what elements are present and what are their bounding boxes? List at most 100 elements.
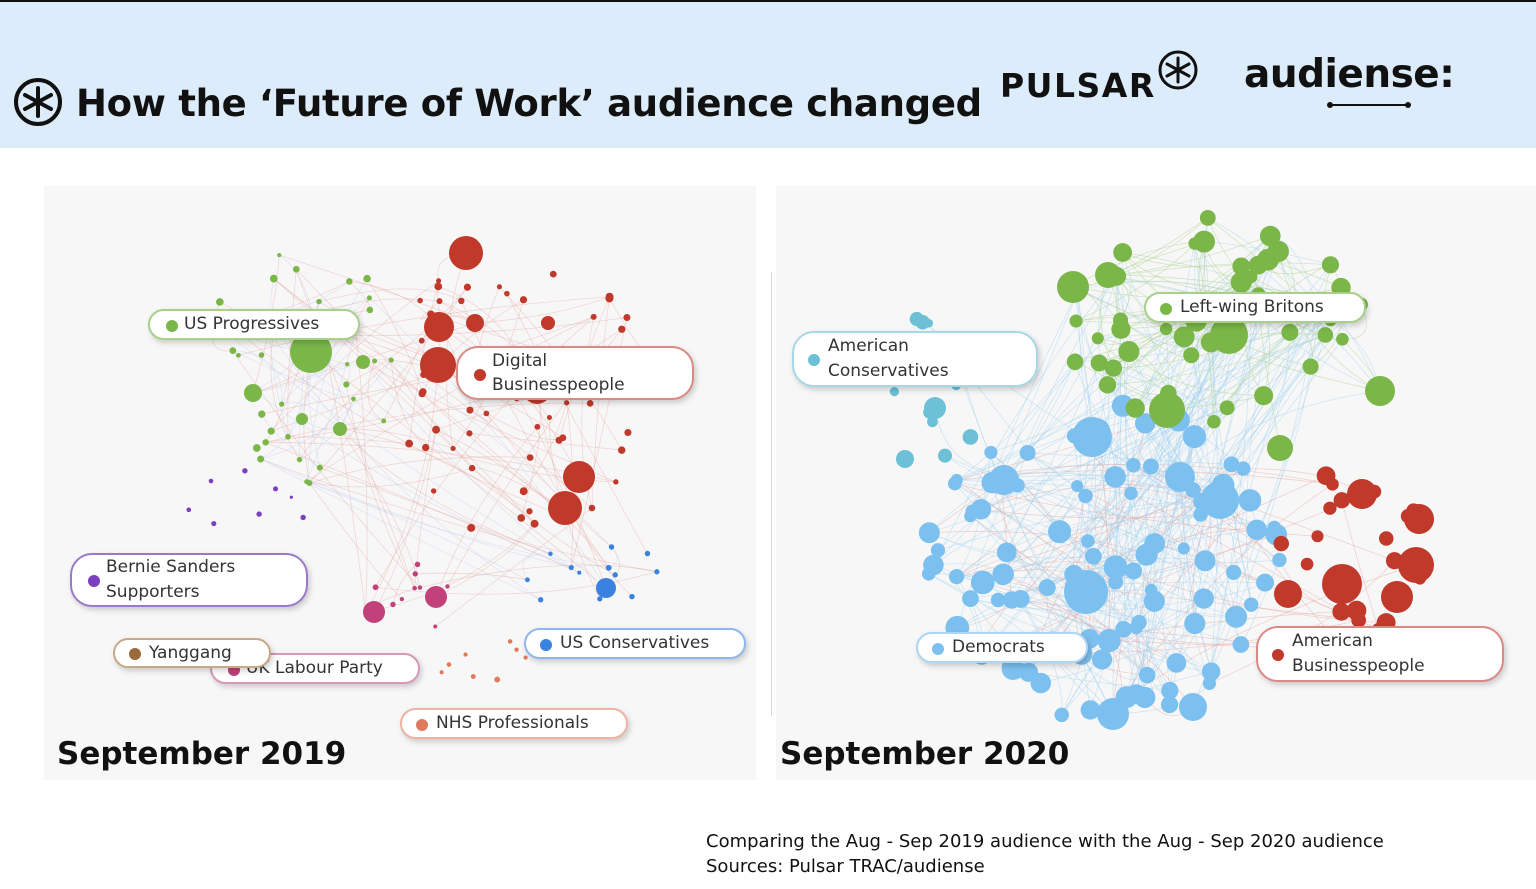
- node-uk-labour-party: [399, 597, 405, 602]
- node-democrats: [989, 465, 1019, 495]
- node-left-wing-britons: [1302, 358, 1319, 375]
- network-edge: [261, 413, 321, 468]
- network-edge: [270, 280, 439, 432]
- legend-dot: [474, 369, 486, 381]
- node-left-wing-britons: [1254, 386, 1274, 406]
- node-us-conservatives: [538, 597, 544, 603]
- network-edge: [265, 402, 591, 443]
- label-democrats[interactable]: Democrats: [916, 632, 1088, 663]
- network-edge: [1017, 361, 1076, 486]
- pulsar-logo-icon: [1158, 50, 1198, 90]
- node-digital-businesspeople: [588, 504, 596, 512]
- node-digital-businesspeople: [466, 430, 473, 437]
- network-edge: [980, 508, 1201, 519]
- network-edge: [1075, 243, 1195, 322]
- node-democrats: [1072, 417, 1112, 457]
- network-edge: [1072, 286, 1264, 397]
- node-left-wing-britons: [1199, 210, 1216, 226]
- node-uk-labour-party: [417, 585, 423, 590]
- legend-dot: [416, 719, 428, 731]
- network-edge: [281, 401, 341, 430]
- node-democrats: [1256, 573, 1274, 592]
- label-digital-businesspeople[interactable]: Digital Businesspeople: [456, 346, 694, 400]
- network-edge: [1194, 436, 1238, 617]
- label-left-wing-britons[interactable]: Left-wing Britons: [1144, 292, 1366, 323]
- node-digital-businesspeople: [466, 406, 474, 414]
- audiense-logo: audiense:: [1244, 52, 1455, 97]
- node-digital-businesspeople: [541, 316, 555, 330]
- node-digital-businesspeople: [496, 284, 503, 290]
- network-edge: [445, 252, 467, 449]
- network-edge: [223, 320, 553, 513]
- network-edge: [306, 316, 594, 483]
- node-left-wing-britons: [1091, 332, 1104, 345]
- node-democrats: [948, 569, 965, 585]
- legend-dot: [1272, 649, 1284, 661]
- label-american-businesspeople[interactable]: American Businesspeople: [1256, 626, 1504, 682]
- network-edge: [486, 413, 612, 548]
- node-us-progressives: [346, 278, 353, 285]
- network-edge: [339, 428, 454, 449]
- network-edge: [383, 340, 423, 422]
- network-edge: [1231, 334, 1326, 465]
- node-democrats: [1124, 486, 1138, 501]
- network-edge: [957, 589, 1152, 629]
- network-edge: [1006, 362, 1100, 553]
- network-edge: [1006, 334, 1230, 553]
- label-american-conservatives[interactable]: American Conservatives: [792, 331, 1038, 387]
- network-edge: [1099, 306, 1345, 430]
- node-us-conservatives: [548, 551, 553, 557]
- network-edge: [956, 499, 1228, 577]
- label-us-progressives[interactable]: US Progressives: [148, 309, 360, 340]
- node-democrats: [1161, 681, 1179, 700]
- legend-dot: [166, 320, 178, 332]
- node-american-businesspeople: [1332, 602, 1351, 621]
- node-us-conservatives: [596, 578, 616, 598]
- node-bernie-sanders-supporters: [208, 478, 214, 484]
- node-us-progressives: [236, 352, 241, 358]
- label-text-line1: American: [828, 336, 909, 356]
- network-edge: [420, 300, 440, 320]
- network-edge: [1000, 473, 1210, 684]
- network-edge: [1040, 616, 1237, 684]
- node-left-wing-britons: [1113, 243, 1132, 262]
- node-digital-businesspeople: [468, 464, 476, 472]
- node-democrats: [1166, 653, 1187, 673]
- node-us-progressives: [229, 347, 237, 354]
- label-bernie-sanders-supporters[interactable]: Bernie Sanders Supporters: [70, 553, 308, 607]
- network-edge: [223, 331, 580, 574]
- network-edge: [1128, 351, 1264, 397]
- label-us-conservatives[interactable]: US Conservatives: [524, 628, 746, 659]
- node-uk-labour-party: [433, 624, 438, 629]
- node-democrats: [1235, 461, 1251, 476]
- label-text-line1: Bernie Sanders: [106, 557, 236, 577]
- node-us-conservatives: [568, 565, 574, 571]
- network-edge: [1179, 476, 1212, 672]
- label-text: Democrats: [952, 637, 1045, 657]
- node-nhs-professionals: [523, 655, 528, 660]
- node-democrats: [992, 563, 1014, 586]
- node-digital-businesspeople: [418, 337, 425, 344]
- node-democrats: [1201, 481, 1239, 519]
- network-edge: [460, 300, 610, 569]
- network-edge: [425, 447, 616, 483]
- node-democrats: [1097, 628, 1121, 653]
- node-american-businesspeople: [1300, 557, 1314, 571]
- network-edge: [392, 564, 418, 605]
- network-edge: [1074, 361, 1134, 466]
- network-edge: [469, 432, 622, 451]
- network-edge: [296, 268, 553, 505]
- label-nhs-professionals[interactable]: NHS Professionals: [400, 708, 628, 739]
- node-democrats: [1103, 555, 1128, 580]
- node-american-businesspeople: [1273, 535, 1290, 552]
- label-text: NHS Professionals: [436, 713, 589, 733]
- node-left-wing-britons: [1118, 341, 1140, 363]
- network-edge: [339, 428, 535, 525]
- node-us-conservatives: [577, 570, 582, 575]
- network-edge: [1059, 489, 1194, 533]
- node-uk-labour-party: [425, 586, 447, 608]
- network-edge: [1116, 262, 1331, 277]
- network-edge: [1002, 561, 1116, 575]
- legend-dot: [129, 648, 141, 660]
- label-yanggang[interactable]: Yanggang: [113, 638, 271, 668]
